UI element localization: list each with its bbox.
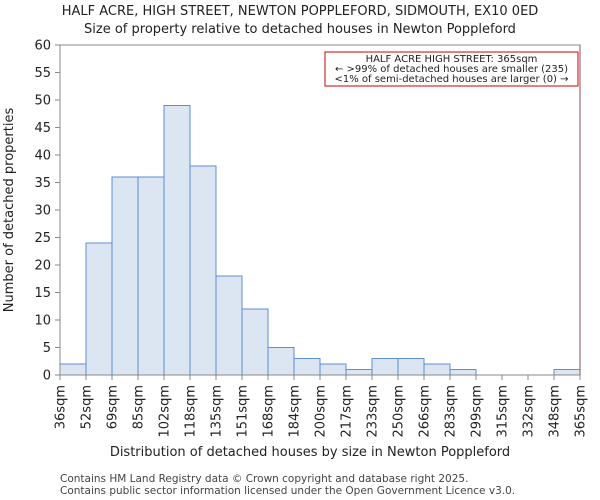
x-tick-label: 266sqm xyxy=(418,385,433,438)
x-tick-label: 135sqm xyxy=(210,385,225,438)
chart-subtitle: Size of property relative to detached ho… xyxy=(84,22,516,37)
x-tick-label: 200sqm xyxy=(314,385,329,438)
y-tick-label: 0 xyxy=(43,369,51,384)
x-axis-label: Distribution of detached houses by size … xyxy=(110,445,510,460)
bar xyxy=(267,347,295,376)
y-axis: 0 5 10 15 20 25 30 35 40 45 50 55 60 xyxy=(34,39,60,384)
x-tick-label: 52sqm xyxy=(80,385,95,429)
bar xyxy=(319,363,347,376)
bar xyxy=(423,363,451,376)
y-tick-label: 35 xyxy=(34,176,51,191)
y-axis-label: Number of detached properties xyxy=(2,108,17,313)
bar xyxy=(553,369,581,376)
y-tick-label: 60 xyxy=(34,39,51,54)
x-tick-label: 118sqm xyxy=(184,385,199,438)
y-tick-label: 30 xyxy=(34,204,51,219)
bar xyxy=(345,369,373,376)
x-tick-label: 315sqm xyxy=(496,385,511,438)
x-tick-label: 102sqm xyxy=(158,385,173,438)
x-tick-label: 184sqm xyxy=(288,385,303,438)
y-tick-label: 15 xyxy=(34,286,51,301)
x-tick-label: 217sqm xyxy=(340,385,355,438)
footer-line-1: Contains HM Land Registry data © Crown c… xyxy=(60,473,468,485)
bars xyxy=(59,105,581,376)
x-tick-label: 233sqm xyxy=(366,385,381,438)
x-tick-label: 283sqm xyxy=(444,385,459,438)
x-tick-label: 36sqm xyxy=(54,385,69,429)
x-tick-label: 69sqm xyxy=(106,385,121,429)
annotation-line-1: HALF ACRE HIGH STREET: 365sqm xyxy=(366,54,538,65)
annotation-box: HALF ACRE HIGH STREET: 365sqm ← >99% of … xyxy=(324,51,579,87)
bar xyxy=(189,165,217,376)
bar xyxy=(293,358,321,376)
x-tick-label: 85sqm xyxy=(132,385,147,429)
plot-frame xyxy=(59,44,581,376)
x-tick-label: 250sqm xyxy=(392,385,407,438)
bar xyxy=(215,275,243,376)
y-tick-label: 20 xyxy=(34,259,51,274)
bar xyxy=(59,363,87,376)
y-tick-label: 50 xyxy=(34,94,51,109)
x-tick-label: 332sqm xyxy=(522,385,537,438)
x-tick-label: 365sqm xyxy=(574,385,589,438)
annotation-line-3: <1% of semi-detached houses are larger (… xyxy=(334,74,568,85)
x-tick-label: 168sqm xyxy=(262,385,277,438)
x-tick-label: 348sqm xyxy=(548,385,563,438)
footer-line-2: Contains public sector information licen… xyxy=(60,485,515,497)
y-tick-label: 5 xyxy=(43,341,51,356)
bar xyxy=(163,105,191,376)
bar xyxy=(397,358,425,376)
bar xyxy=(111,176,139,376)
bar xyxy=(137,176,165,376)
chart-title: HALF ACRE, HIGH STREET, NEWTON POPPLEFOR… xyxy=(62,4,539,19)
annotation-line-2: ← >99% of detached houses are smaller (2… xyxy=(335,64,568,75)
x-tick-label: 151sqm xyxy=(236,385,251,438)
y-tick-label: 40 xyxy=(34,149,51,164)
y-tick-label: 25 xyxy=(34,231,51,246)
bar xyxy=(449,369,477,376)
bar xyxy=(85,242,113,376)
x-axis: 36sqm 52sqm 69sqm 85sqm 102sqm 118sqm 135sqm 15… xyxy=(54,375,589,438)
bar xyxy=(371,358,399,376)
y-tick-label: 45 xyxy=(34,121,51,136)
x-tick-label: 299sqm xyxy=(470,385,485,438)
y-tick-label: 10 xyxy=(34,314,51,329)
bar xyxy=(241,308,269,376)
y-tick-label: 55 xyxy=(34,66,51,81)
